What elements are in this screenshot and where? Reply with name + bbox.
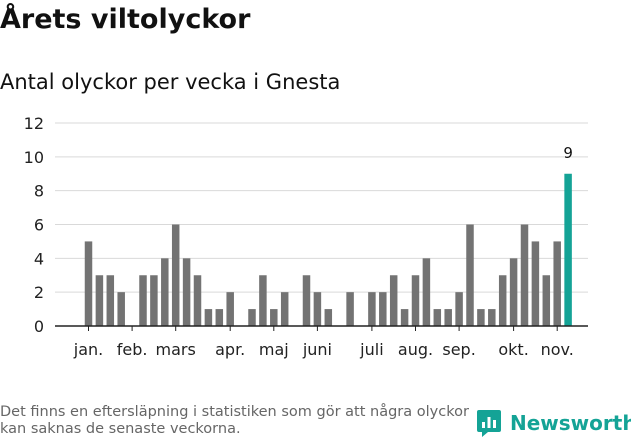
bar [302, 275, 311, 326]
bar [248, 309, 256, 326]
x-tick-label: apr. [215, 340, 245, 359]
brand-name: Newsworthy [510, 411, 631, 435]
y-tick-label: 12 [24, 114, 44, 133]
bar [455, 292, 463, 326]
bar [498, 275, 507, 326]
bar [379, 292, 387, 326]
footnote: Det finns en eftersläpning i statistiken… [0, 404, 469, 437]
data-label: 9 [563, 144, 573, 162]
bar [531, 241, 540, 326]
bar [204, 309, 213, 326]
x-tick-label: sep. [442, 340, 475, 359]
bar [193, 275, 202, 326]
x-tick-label: jan. [73, 340, 103, 359]
bar [182, 258, 191, 326]
bar [433, 309, 442, 326]
x-tick-label: mars [156, 340, 196, 359]
x-tick-label: feb. [117, 340, 148, 359]
bar [139, 275, 147, 326]
y-tick-label: 2 [34, 283, 44, 302]
bar [280, 292, 289, 326]
y-tick-label: 6 [34, 216, 44, 235]
bar [422, 258, 431, 326]
y-tick-label: 8 [34, 182, 44, 201]
y-tick-label: 4 [34, 249, 44, 268]
x-tick-label: okt. [498, 340, 528, 359]
bar [389, 275, 398, 326]
bar [411, 275, 420, 326]
bar [324, 309, 333, 326]
bar [466, 224, 474, 326]
bar [368, 292, 376, 326]
bar [477, 309, 485, 326]
bar [117, 292, 125, 326]
bar [259, 275, 267, 326]
bar [400, 309, 409, 326]
bar [84, 241, 93, 326]
bar [346, 292, 354, 326]
x-tick-label: juli [359, 340, 383, 359]
x-tick-label: juni [302, 340, 332, 359]
bar [542, 275, 551, 326]
x-tick-label: nov. [541, 340, 574, 359]
bar [106, 275, 115, 326]
bar [270, 309, 278, 326]
x-tick-label: aug. [398, 340, 433, 359]
bar-chart: 0 2 4 6 8 10 12 9 jan. feb. mars apr. maj juni juli aug… [24, 114, 588, 359]
bar [444, 309, 452, 326]
chart-title: Årets viltolyckor [0, 4, 251, 35]
bar [171, 224, 180, 326]
chart-subtitle: Antal olyckor per vecka i Gnesta [0, 70, 341, 94]
bar [488, 309, 496, 326]
y-tick-label: 10 [24, 148, 44, 167]
bar [215, 309, 224, 326]
x-tick-label: maj [259, 340, 289, 359]
bar [95, 275, 104, 326]
bar [161, 258, 169, 326]
bar-highlight [564, 173, 572, 326]
bar [150, 275, 158, 326]
y-tick-label: 0 [34, 317, 44, 336]
brand-logo: Newsworthy [476, 408, 631, 438]
bar [553, 241, 561, 326]
bar [226, 292, 234, 326]
newsworthy-logo-icon [477, 410, 501, 437]
bar [313, 292, 322, 326]
bar [509, 258, 518, 326]
bar [520, 224, 529, 326]
